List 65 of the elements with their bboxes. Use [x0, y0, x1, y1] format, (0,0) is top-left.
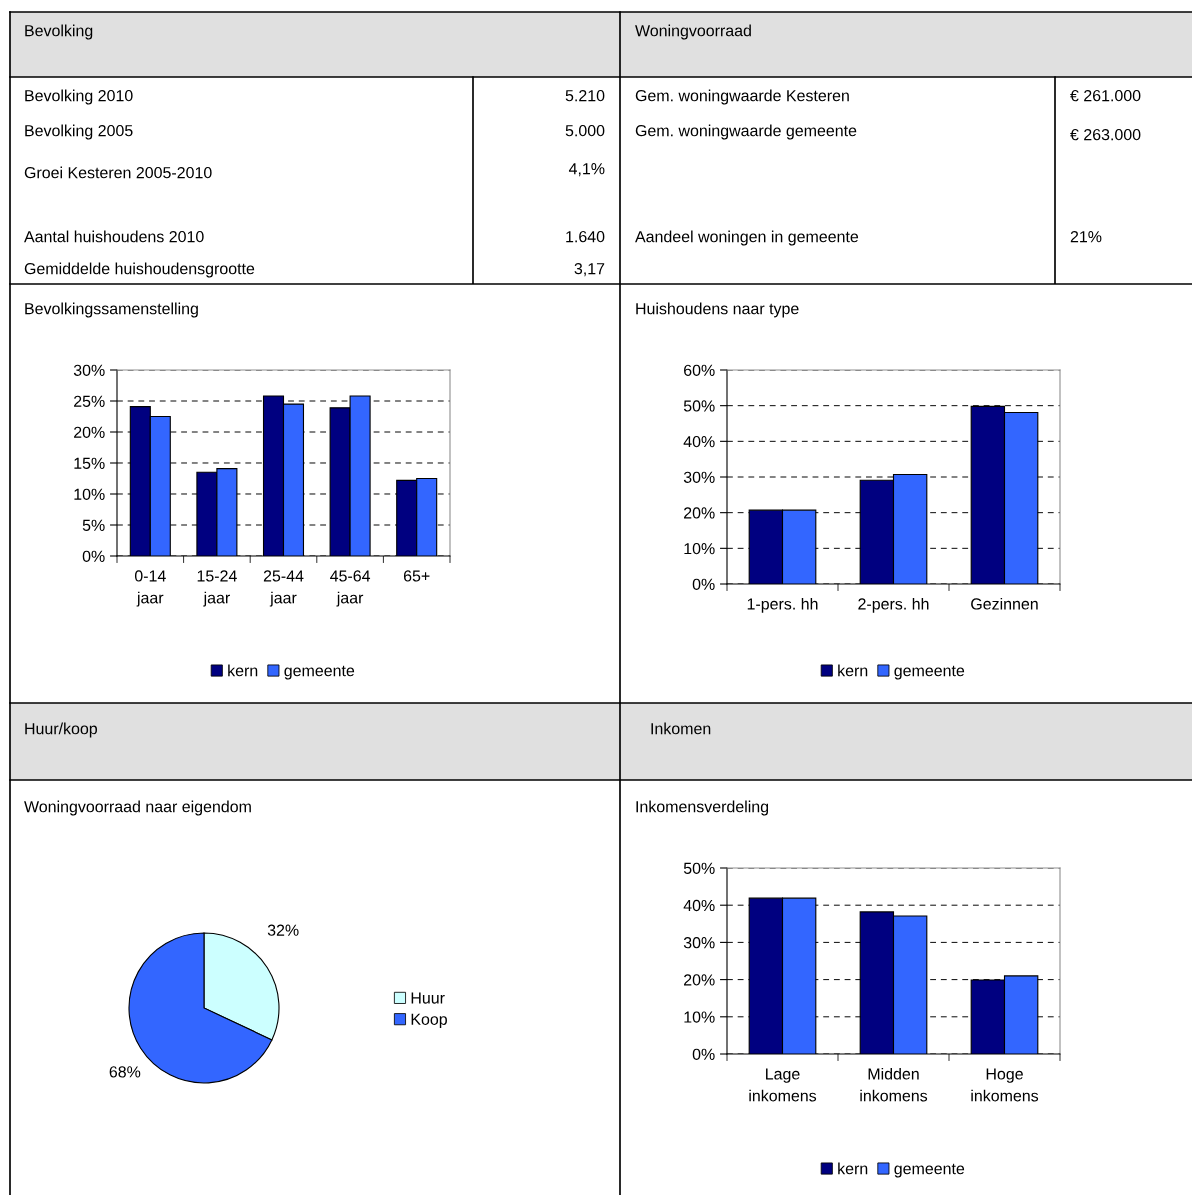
legend-label: Huur	[411, 992, 445, 1004]
text: Gem. woningwaarde Kesteren	[635, 89, 849, 105]
y-tick-label: 30%	[73, 364, 105, 376]
y-tick-label: 15%	[74, 457, 105, 469]
x-tick-label: Midden inkomens	[860, 1067, 928, 1102]
y-tick-label: 10%	[684, 542, 715, 555]
y-tick-label: 25%	[74, 395, 105, 407]
y-tick-label: 40%	[683, 899, 715, 912]
text: Woningvoorraad	[635, 24, 751, 40]
text: Aandeel woningen in gemeente	[635, 230, 859, 246]
data-label: 68%	[109, 1066, 141, 1078]
text: 1.640	[566, 230, 605, 243]
text: € 263.000	[1070, 128, 1141, 141]
text: Groei Kesteren 2005-2010	[24, 166, 212, 179]
y-tick-label: 40%	[683, 435, 715, 448]
data-label: 32%	[267, 924, 299, 936]
chart-title: Woningvoorraad naar eigendom	[24, 800, 251, 816]
x-tick-label: 45-64 jaar	[330, 570, 371, 607]
text: Bevolking 2010	[25, 89, 133, 105]
text: Huur/koop	[25, 722, 98, 738]
text: 3,17	[574, 262, 605, 277]
y-tick-label: 20%	[74, 426, 105, 438]
y-tick-label: 20%	[684, 507, 715, 519]
chart-title: Bevolkingssamenstelling	[25, 302, 198, 318]
y-tick-label: 10%	[684, 1011, 715, 1023]
y-tick-label: 5%	[82, 519, 105, 531]
legend-label: kern	[228, 664, 258, 677]
text: Gem. woningwaarde gemeente	[635, 124, 857, 140]
x-tick-label: 25-44 jaar	[263, 570, 304, 607]
legend-label: Koop	[411, 1013, 447, 1029]
x-tick-label: 1-pers. hh	[747, 597, 818, 613]
x-tick-label: 65+	[403, 570, 430, 582]
x-tick-label: 0-14 jaar	[134, 570, 166, 607]
legend-label: kern	[838, 664, 868, 677]
legend-label: gemeente	[894, 665, 965, 680]
y-tick-label: 60%	[684, 364, 715, 376]
y-tick-label: 10%	[74, 488, 105, 500]
chart-title: Inkomensverdeling	[636, 800, 769, 816]
x-tick-label: Gezinnen	[971, 597, 1038, 610]
y-tick-label: 50%	[683, 862, 715, 874]
x-tick-label: 2-pers. hh	[858, 597, 929, 613]
text: Inkomen	[651, 722, 711, 735]
text: Bevolking	[25, 24, 93, 40]
text: 21%	[1070, 230, 1102, 243]
text: Gemiddelde huishoudensgrootte	[24, 262, 255, 278]
y-tick-label: 30%	[683, 471, 715, 483]
x-tick-label: Lage inkomens	[749, 1068, 817, 1102]
y-tick-label: 0%	[82, 550, 105, 562]
y-tick-label: 0%	[692, 578, 715, 590]
y-tick-label: 30%	[683, 937, 715, 949]
chart-title: Huishoudens naar type	[636, 302, 799, 318]
y-tick-label: 0%	[692, 1048, 715, 1060]
legend-label: kern	[838, 1162, 868, 1175]
text: Aantal huishoudens 2010	[24, 230, 204, 243]
x-tick-label: Hoge inkomens	[971, 1068, 1039, 1102]
x-tick-label: 15-24 jaar	[197, 570, 237, 607]
text: Bevolking 2005	[25, 124, 133, 140]
y-tick-label: 20%	[684, 974, 715, 986]
y-tick-label: 50%	[683, 400, 715, 412]
legend-label: gemeente	[894, 1163, 965, 1178]
legend-label: gemeente	[284, 665, 355, 680]
text: 5.210	[565, 89, 605, 102]
text: 4,1%	[568, 163, 605, 177]
text: 5.000	[565, 124, 605, 137]
text: € 261.000	[1070, 89, 1141, 102]
